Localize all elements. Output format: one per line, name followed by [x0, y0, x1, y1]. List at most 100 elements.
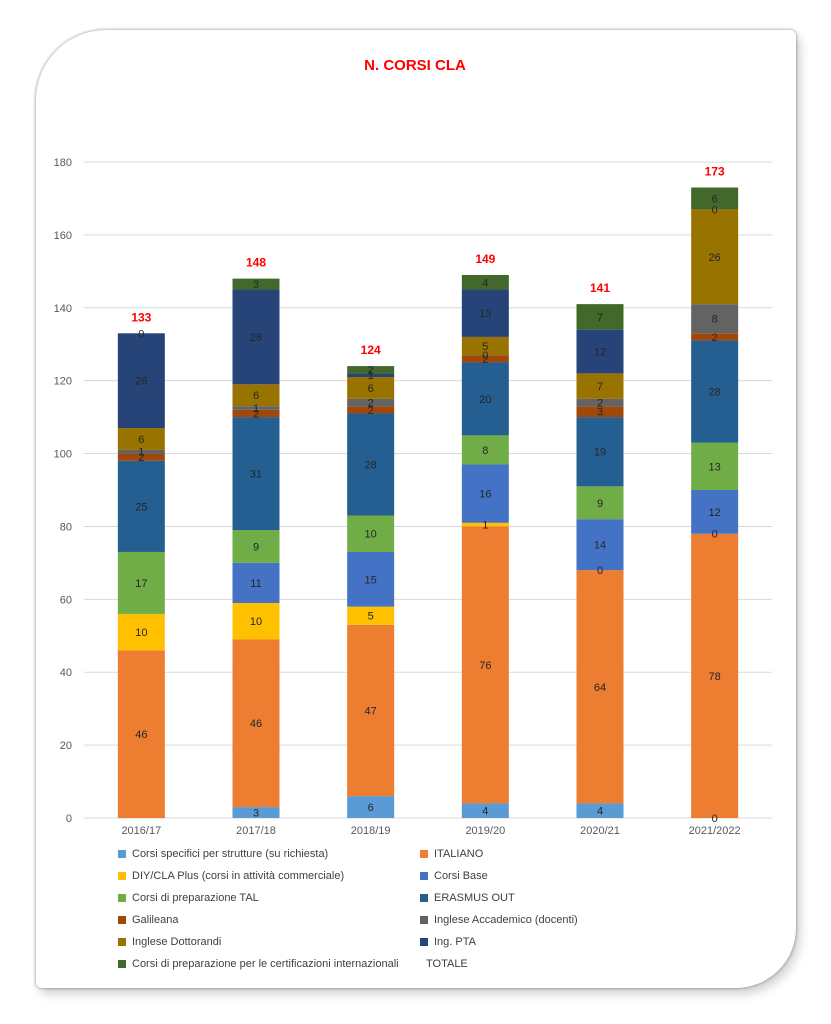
data-label: 6 [368, 383, 374, 395]
x-tick-label: 2021/2022 [689, 825, 741, 837]
data-label: 19 [594, 447, 606, 459]
data-label: 3 [253, 279, 259, 291]
bar-segment [576, 406, 624, 418]
total-label: 149 [475, 252, 495, 266]
data-label: 3 [253, 808, 259, 820]
data-label: 31 [250, 469, 262, 481]
data-label: 25 [135, 501, 147, 513]
bar-segment [232, 384, 280, 407]
bar-segment [461, 522, 509, 527]
bar-segment [232, 639, 280, 808]
legend-item: ITALIANO [420, 848, 483, 860]
legend-swatch [420, 894, 428, 902]
legend-swatch [118, 872, 126, 880]
bar-segment [576, 486, 624, 520]
bar-segment [576, 398, 624, 407]
legend-swatch [420, 916, 428, 924]
x-tick-label: 2016/17 [121, 825, 161, 837]
bar-segment [691, 333, 739, 341]
data-label: 3 [597, 407, 603, 419]
data-label: 1 [138, 447, 144, 459]
data-label: 2 [253, 408, 259, 420]
bar-segment [461, 274, 509, 290]
bar-segment [347, 366, 395, 374]
legend-swatch [118, 850, 126, 858]
data-label: 2 [138, 452, 144, 464]
data-label: 15 [365, 574, 377, 586]
bar-segment [117, 333, 165, 429]
bar-segment [576, 570, 624, 804]
data-label: 6 [368, 802, 374, 814]
data-label: 0 [712, 529, 718, 541]
legend-swatch [118, 916, 126, 924]
data-label: 10 [135, 627, 147, 639]
data-label: 12 [594, 347, 606, 359]
data-label: 26 [250, 332, 262, 344]
total-label: 124 [361, 343, 381, 357]
bar-segment [117, 453, 165, 461]
data-label: 28 [709, 387, 721, 399]
bar-segment [576, 519, 624, 571]
bar-segment [691, 490, 739, 534]
legend-label: Corsi specifici per strutture (su richie… [132, 848, 329, 860]
data-label: 2 [368, 365, 374, 377]
data-label: 1 [253, 403, 259, 415]
bar-segment [691, 533, 739, 818]
data-label: 47 [365, 705, 377, 717]
bar-segment [232, 807, 280, 818]
legend-swatch [420, 872, 428, 880]
data-label: 2 [482, 354, 488, 366]
legend-label: Corsi di preparazione per le certificazi… [132, 958, 399, 970]
bar-segment [232, 417, 280, 531]
y-tick-label: 80 [60, 521, 72, 533]
legend-swatch [118, 938, 126, 946]
legend-swatch [118, 894, 126, 902]
bar-segment [461, 336, 509, 356]
legend-label: Corsi Base [434, 870, 488, 882]
data-label: 4 [597, 806, 603, 818]
data-label: 17 [135, 578, 147, 590]
data-label: 8 [712, 314, 718, 326]
data-label: 28 [365, 459, 377, 471]
bar-segment [117, 551, 165, 614]
bars [117, 187, 739, 818]
bar-segment [691, 340, 739, 443]
bar-segment [576, 304, 624, 330]
legend-label: Inglese Dottorandi [132, 936, 222, 948]
data-label: 9 [597, 498, 603, 510]
y-tick-label: 140 [54, 303, 72, 315]
bar-segment [232, 530, 280, 563]
data-label: 0 [712, 204, 718, 216]
bar-segment [347, 515, 395, 552]
bar-segment [117, 449, 165, 454]
y-tick-label: 20 [60, 740, 72, 752]
bar-segment [232, 562, 280, 603]
legend-item: Inglese Dottorandi [118, 936, 221, 948]
bar-segment [461, 464, 509, 523]
gridlines [84, 161, 772, 819]
bar-segment [461, 289, 509, 337]
data-label: 4 [482, 806, 488, 818]
legend-swatch [420, 850, 428, 858]
data-label: 2 [597, 398, 603, 410]
chart-title: N. CORSI CLA [364, 57, 466, 74]
bar-segment [232, 406, 280, 410]
legend-swatch [118, 960, 126, 968]
bar-segment [347, 413, 395, 516]
legend-label: Galileana [132, 914, 179, 926]
bar-segment [691, 442, 739, 490]
legend-label: Ing. PTA [434, 936, 476, 948]
legend-item: Corsi di preparazione TAL [118, 892, 259, 904]
x-tick-label: 2020/21 [580, 825, 620, 837]
data-labels: 4610172521626013334610119312162631486475… [131, 165, 725, 825]
total-label: 133 [131, 310, 151, 324]
legend-item: Corsi di preparazione per le certificazi… [118, 958, 399, 970]
y-tick-label: 180 [54, 157, 72, 169]
bar-segment [347, 796, 395, 818]
data-label: 11 [250, 578, 261, 590]
data-label: 46 [135, 729, 147, 741]
x-tick-label: 2018/19 [351, 825, 391, 837]
bar-segment [232, 278, 280, 290]
data-label: 76 [479, 660, 491, 672]
